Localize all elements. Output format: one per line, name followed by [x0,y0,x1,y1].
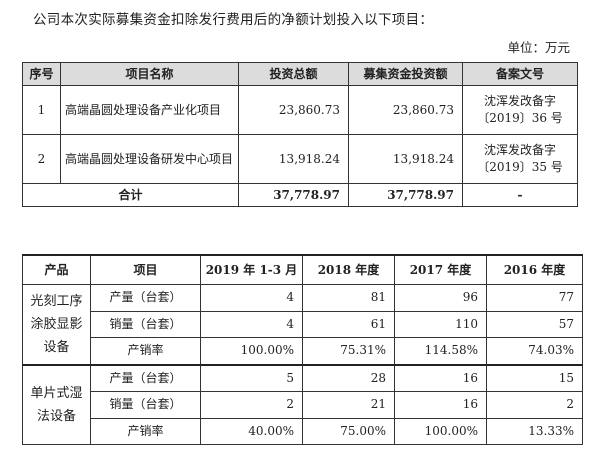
value-2017: 100.00% [394,417,487,445]
header-2016: 2016 年度 [486,254,583,285]
value-2018: 75.31% [302,337,395,365]
value-2019q1: 100.00% [200,337,303,365]
value-2017: 110 [394,310,487,338]
row-raised-investment: 23,860.73 [348,85,463,135]
header-total-investment: 投资总额 [238,62,349,86]
table-row: 2 高端晶圆处理设备研发中心项目 13,918.24 13,918.24 沈浑发… [22,134,578,184]
table-row: 产销率 40.00% 75.00% 100.00% 13.33% [23,417,583,445]
value-2018: 21 [302,391,395,419]
value-2016: 13.33% [486,417,583,445]
value-2018: 75.00% [302,417,395,445]
product-name: 光刻工序涂胶显影设备 [22,284,91,365]
row-item: 产销率 [90,337,201,365]
value-2016: 77 [486,284,583,312]
header-project-name: 项目名称 [60,62,239,86]
row-item: 销量（台套） [90,391,201,419]
row-project-name: 高端晶圆处理设备产业化项目 [60,85,239,135]
value-2017: 96 [394,284,487,312]
row-filing-number: 沈浑发改备字〔2019〕35 号 [462,134,578,184]
header-2018: 2018 年度 [302,254,395,285]
table-row: 销量（台套） 4 61 110 57 [23,310,583,338]
value-2018: 28 [302,363,395,392]
row-total-investment: 23,860.73 [238,85,349,135]
row-item: 产销率 [90,417,201,445]
value-2018: 81 [302,284,395,312]
value-2019q1: 2 [200,391,303,419]
value-2019q1: 4 [200,310,303,338]
table-row: 单片式湿法设备 产量（台套） 5 28 16 15 [22,363,583,445]
intro-text: 公司本次实际募集资金扣除发行费用后的净额计划投入以下项目： [33,12,434,28]
row-item: 产量（台套） [90,363,201,392]
value-2016: 74.03% [486,337,583,365]
value-2016: 15 [486,363,583,392]
unit-label: 单位：万元 [507,40,570,55]
total-row: 合计 37,778.97 37,778.97 - [22,183,578,207]
value-2018: 61 [302,310,395,338]
header-item: 项目 [90,254,201,285]
production-header-row: 产品 项目 2019 年 1-3 月 2018 年度 2017 年度 2016 … [22,254,583,285]
header-2017: 2017 年度 [394,254,487,285]
production-table: 产品 项目 2019 年 1-3 月 2018 年度 2017 年度 2016 … [22,254,583,445]
projects-table: 序号 项目名称 投资总额 募集资金投资额 备案文号 1 高端晶圆处理设备产业化项… [22,62,578,207]
projects-header-row: 序号 项目名称 投资总额 募集资金投资额 备案文号 [22,62,578,86]
row-raised-investment: 13,918.24 [348,134,463,184]
value-2016: 2 [486,391,583,419]
value-2017: 16 [394,391,487,419]
row-project-name: 高端晶圆处理设备研发中心项目 [60,134,239,184]
row-filing-number: 沈浑发改备字〔2019〕36 号 [462,85,578,135]
row-item: 销量（台套） [90,310,201,338]
header-2019q1: 2019 年 1-3 月 [200,254,303,285]
table-row: 光刻工序涂胶显影设备 产量（台套） 4 81 96 77 [22,284,583,365]
total-investment-sum: 37,778.97 [238,183,349,207]
header-filing-number: 备案文号 [462,62,578,86]
value-2017: 114.58% [394,337,487,365]
header-product: 产品 [22,254,91,285]
header-raised-investment: 募集资金投资额 [348,62,463,86]
total-label: 合计 [22,183,239,207]
row-no: 1 [22,85,61,135]
table-row: 1 高端晶圆处理设备产业化项目 23,860.73 23,860.73 沈浑发改… [22,85,578,135]
row-item: 产量（台套） [90,284,201,312]
row-no: 2 [22,134,61,184]
table-row: 销量（台套） 2 21 16 2 [23,391,583,419]
product-name: 单片式湿法设备 [22,363,91,445]
total-filing: - [462,183,578,207]
value-2016: 57 [486,310,583,338]
table-row: 产销率 100.00% 75.31% 114.58% 74.03% [23,337,583,365]
value-2019q1: 4 [200,284,303,312]
value-2017: 16 [394,363,487,392]
value-2019q1: 40.00% [200,417,303,445]
value-2019q1: 5 [200,363,303,392]
row-total-investment: 13,918.24 [238,134,349,184]
header-no: 序号 [22,62,61,86]
raised-investment-sum: 37,778.97 [348,183,463,207]
